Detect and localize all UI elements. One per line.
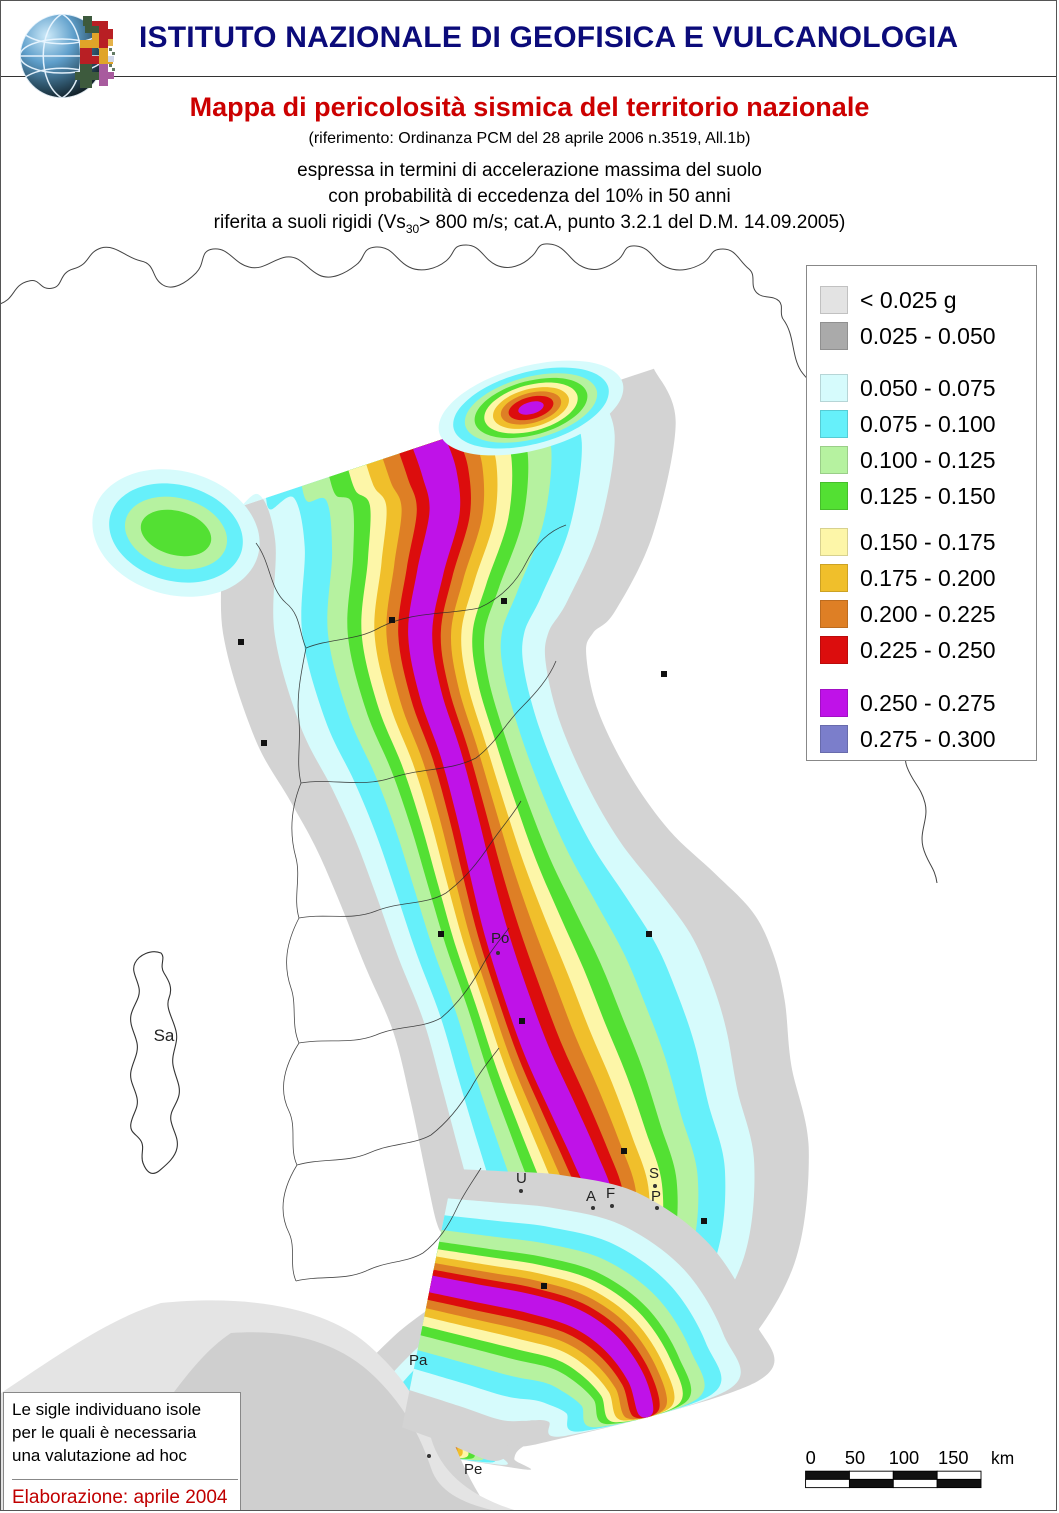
svg-text:U: U — [516, 1170, 527, 1187]
svg-text:Pa: Pa — [409, 1352, 428, 1369]
svg-text:100: 100 — [889, 1447, 919, 1468]
svg-text:0: 0 — [806, 1447, 816, 1468]
svg-text:P: P — [651, 1188, 661, 1205]
svg-text:50: 50 — [845, 1447, 865, 1468]
svg-text:Sa: Sa — [154, 1026, 175, 1045]
svg-text:Po: Po — [491, 930, 509, 947]
svg-text:A: A — [586, 1188, 596, 1205]
svg-text:km: km — [991, 1448, 1014, 1468]
svg-text:Pe: Pe — [464, 1461, 482, 1478]
svg-text:S: S — [649, 1165, 659, 1182]
svg-text:F: F — [606, 1185, 615, 1202]
svg-text:150: 150 — [938, 1447, 968, 1468]
